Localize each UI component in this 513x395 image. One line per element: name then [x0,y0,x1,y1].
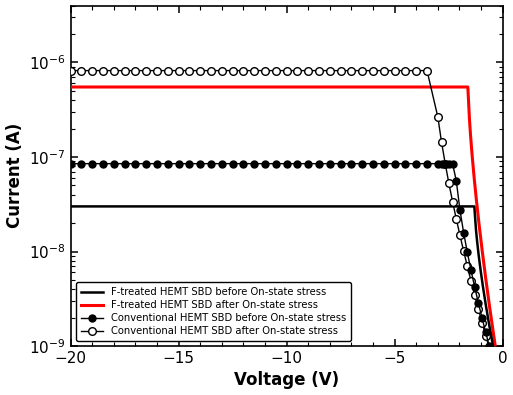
Line: F-treated HEMT SBD before On-state stress: F-treated HEMT SBD before On-state stres… [71,207,502,392]
F-treated HEMT SBD after On-state stress [94,85,100,89]
Conventional HEMT SBD before On-state stress [68,161,74,166]
F-treated HEMT SBD before On-state stress [330,204,336,209]
F-treated HEMT SBD before On-state stress [439,204,445,209]
F-treated HEMT SBD after On-state stress [68,85,74,89]
X-axis label: Voltage (V): Voltage (V) [234,371,339,389]
Legend: F-treated HEMT SBD before On-state stress, F-treated HEMT SBD after On-state str: F-treated HEMT SBD before On-state stres… [75,282,351,341]
Conventional HEMT SBD after On-state stress [111,68,117,73]
F-treated HEMT SBD after On-state stress [439,85,445,89]
Conventional HEMT SBD before On-state stress [498,384,504,388]
F-treated HEMT SBD after On-state stress [499,389,505,394]
Conventional HEMT SBD after On-state stress [262,68,268,73]
Conventional HEMT SBD after On-state stress [327,68,333,73]
Line: Conventional HEMT SBD after On-state stress: Conventional HEMT SBD after On-state str… [67,67,504,390]
Conventional HEMT SBD after On-state stress [402,68,408,73]
F-treated HEMT SBD before On-state stress [499,390,505,395]
Line: Conventional HEMT SBD before On-state stress: Conventional HEMT SBD before On-state st… [67,160,504,389]
F-treated HEMT SBD before On-state stress [343,204,349,209]
Conventional HEMT SBD before On-state stress [111,161,117,166]
F-treated HEMT SBD after On-state stress [343,85,349,89]
Conventional HEMT SBD after On-state stress [424,68,430,73]
Conventional HEMT SBD before On-state stress [424,161,430,166]
F-treated HEMT SBD before On-state stress [94,204,100,209]
Conventional HEMT SBD before On-state stress [327,161,333,166]
F-treated HEMT SBD before On-state stress [318,204,324,209]
Conventional HEMT SBD after On-state stress [483,333,489,338]
Conventional HEMT SBD before On-state stress [402,161,408,166]
F-treated HEMT SBD after On-state stress [318,85,324,89]
F-treated HEMT SBD after On-state stress [395,85,401,89]
Conventional HEMT SBD after On-state stress [68,68,74,73]
F-treated HEMT SBD before On-state stress [68,204,74,209]
Conventional HEMT SBD before On-state stress [483,330,489,335]
F-treated HEMT SBD after On-state stress [330,85,336,89]
Y-axis label: Current (A): Current (A) [6,123,24,228]
Line: F-treated HEMT SBD after On-state stress: F-treated HEMT SBD after On-state stress [71,87,502,392]
Conventional HEMT SBD before On-state stress [262,161,268,166]
F-treated HEMT SBD before On-state stress [395,204,401,209]
Conventional HEMT SBD after On-state stress [498,384,504,389]
